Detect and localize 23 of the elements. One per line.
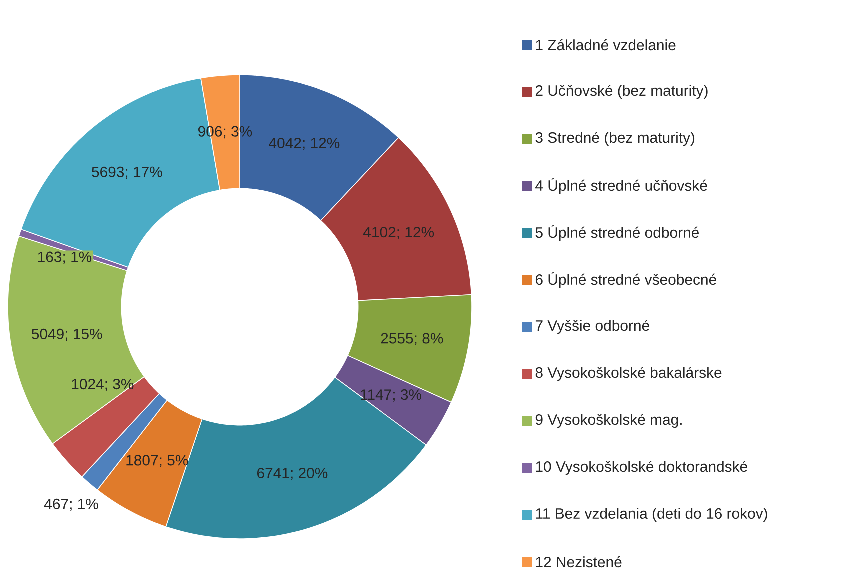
legend-label: 6 Úplné stredné všeobecné xyxy=(536,272,716,288)
legend-label: 12 Nezistené xyxy=(536,556,622,568)
data-label: 1147; 3% xyxy=(361,390,422,402)
legend-label: 8 Vysokoškolské bakalárske xyxy=(536,366,722,382)
legend-label: 5 Úplné stredné odborné xyxy=(536,224,699,242)
data-label: 163; 1% xyxy=(38,252,92,264)
legend-label: 1 Základné vzdelanie xyxy=(536,39,676,51)
legend-label: 2 Učňovské (bez maturity) xyxy=(536,84,708,100)
legend-label: 4 Úplné stredné učňovské xyxy=(536,178,708,194)
data-label: 467; 1% xyxy=(44,498,98,512)
data-label: 6741; 20% xyxy=(258,468,328,480)
legend-label: 11 Bez vzdelania (deti do 16 rokov) xyxy=(536,508,768,522)
data-label: 5693; 17% xyxy=(92,166,162,180)
data-label: 5049; 15% xyxy=(32,328,102,342)
legend-label: 3 Stredné (bez maturity) xyxy=(536,132,695,146)
data-label: 1024; 3% xyxy=(72,379,134,392)
legend-label: 9 Vysokoškolské mag. xyxy=(536,414,682,428)
data-label: 4102; 12% xyxy=(363,227,434,240)
data-label: 1807; 5% xyxy=(126,455,188,468)
data-label: 2555; 8% xyxy=(381,333,444,346)
data-label: 4042; 12% xyxy=(269,138,340,150)
legend-label: 7 Vyššie odborné xyxy=(536,320,650,334)
legend-label: 10 Vysokoškolské doktorandské xyxy=(536,460,748,476)
